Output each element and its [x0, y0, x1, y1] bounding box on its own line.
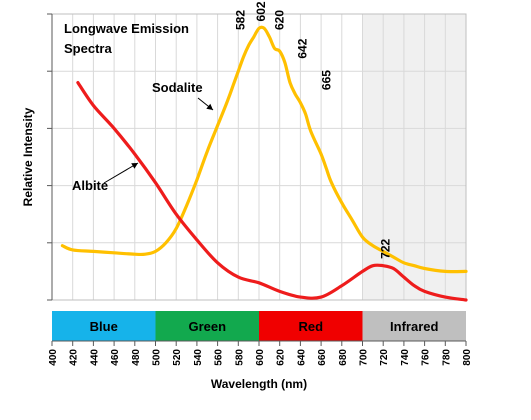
x-tick-label-800: 800: [462, 349, 473, 366]
x-tick-label-520: 520: [172, 349, 183, 366]
x-tick-label-720: 720: [379, 349, 390, 366]
x-tick-label-640: 640: [296, 349, 307, 366]
x-tick-label-680: 680: [338, 349, 349, 366]
peak-label-665: 665: [319, 70, 333, 90]
x-tick-label-420: 420: [69, 349, 80, 366]
x-tick-label-460: 460: [110, 349, 121, 366]
x-tick-label-760: 760: [421, 349, 432, 366]
band-infrared: [362, 311, 466, 341]
x-tick-label-540: 540: [193, 349, 204, 366]
x-tick-label-660: 660: [317, 349, 328, 366]
series-label-arrowhead-albite: [131, 163, 138, 169]
x-tick-label-560: 560: [214, 349, 225, 366]
x-tick-label-740: 740: [400, 349, 411, 366]
peak-label-620: 620: [273, 10, 287, 30]
y-axis-title: Relative Intensity: [21, 107, 35, 206]
x-tick-label-400: 400: [48, 349, 59, 366]
series-label-arrowhead-sodalite: [206, 103, 213, 110]
band-green: [155, 311, 259, 341]
peak-label-602: 602: [254, 1, 268, 21]
x-tick-label-480: 480: [131, 349, 142, 366]
chart-title-line-2: Spectra: [64, 41, 112, 56]
peak-label-722: 722: [378, 238, 392, 258]
band-label-blue: Blue: [90, 319, 118, 334]
band-label-green: Green: [188, 319, 226, 334]
x-tick-label-780: 780: [441, 349, 452, 366]
band-red: [259, 311, 363, 341]
band-label-infrared: Infrared: [390, 319, 438, 334]
x-tick-label-500: 500: [152, 349, 163, 366]
x-tick-label-600: 600: [255, 349, 266, 366]
peak-label-642: 642: [295, 38, 309, 58]
x-tick-label-440: 440: [89, 349, 100, 366]
chart-title-line-1: Longwave Emission: [64, 21, 189, 36]
peak-label-582: 582: [233, 10, 247, 30]
series-line-sodalite: [60, 25, 468, 274]
series-label-arrow-albite: [103, 162, 139, 184]
series-label-albite: Albite: [72, 178, 108, 193]
band-blue: [52, 311, 156, 341]
x-tick-label-580: 580: [234, 349, 245, 366]
band-label-red: Red: [298, 319, 323, 334]
series-line-albite: [76, 81, 468, 302]
series-label-sodalite: Sodalite: [152, 80, 203, 95]
x-tick-label-700: 700: [359, 349, 370, 366]
x-tick-label-620: 620: [276, 349, 287, 366]
x-axis-title: Wavelength (nm): [211, 377, 307, 391]
infrared-shaded-region: [362, 14, 466, 300]
